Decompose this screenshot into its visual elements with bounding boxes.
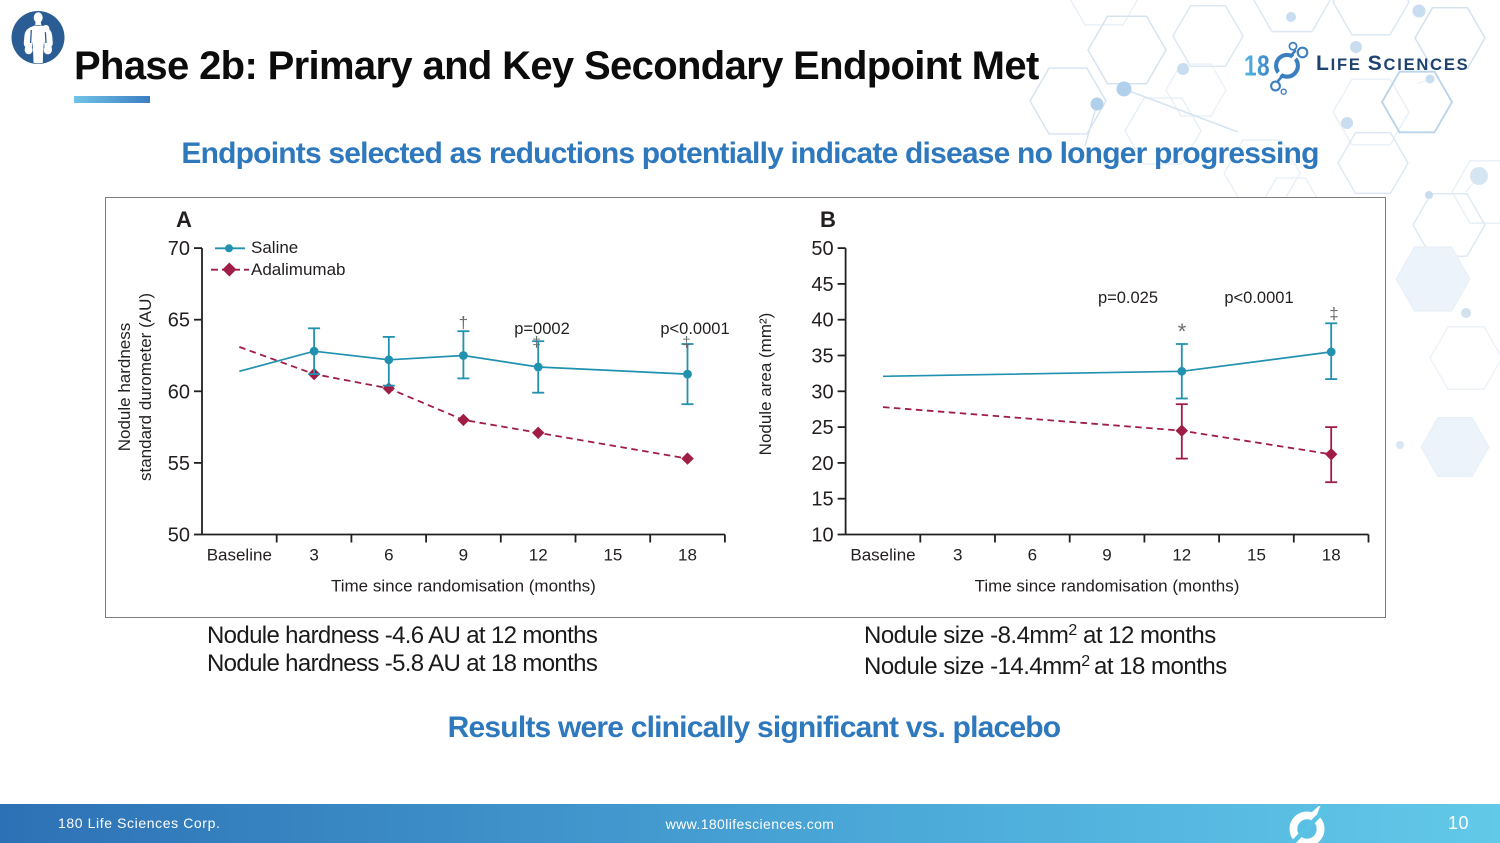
svg-text:Saline: Saline [251,238,298,257]
svg-text:Baseline: Baseline [850,546,915,565]
svg-text:3: 3 [309,546,318,565]
svg-text:15: 15 [811,489,833,511]
svg-text:9: 9 [1102,546,1111,565]
svg-text:A: A [176,207,192,232]
svg-text:12: 12 [529,546,548,565]
svg-text:18: 18 [1244,49,1270,82]
svg-text:25: 25 [811,417,833,439]
svg-text:30: 30 [811,381,833,403]
svg-text:65: 65 [168,310,190,332]
svg-text:9: 9 [459,546,468,565]
svg-text:50: 50 [168,525,190,547]
svg-text:6: 6 [384,546,393,565]
svg-text:p<0.0001: p<0.0001 [660,320,729,338]
svg-text:Nodule area (mm²): Nodule area (mm²) [756,313,775,456]
svg-text:‡: ‡ [682,334,690,351]
svg-text:p=0.025: p=0.025 [1098,289,1158,307]
svg-text:10: 10 [811,525,833,547]
svg-text:55: 55 [168,453,190,475]
svg-text:45: 45 [811,274,833,296]
svg-text:6: 6 [1028,546,1037,565]
svg-text:Nodule hardness: Nodule hardness [115,323,134,452]
svg-text:Time since randomisation (mont: Time since randomisation (months) [331,577,596,596]
svg-text:*: * [1178,319,1187,344]
svg-text:‡: ‡ [532,334,540,351]
svg-text:70: 70 [168,238,190,260]
svg-text:12: 12 [1172,546,1191,565]
svg-text:18: 18 [678,546,697,565]
svg-text:35: 35 [811,346,833,368]
svg-text:20: 20 [811,453,833,475]
svg-text:18: 18 [1322,546,1341,565]
svg-text:Time since randomisation (mont: Time since randomisation (months) [975,577,1240,596]
svg-text:p<0.0001: p<0.0001 [1224,289,1293,307]
svg-text:Adalimumab: Adalimumab [251,260,346,279]
svg-text:40: 40 [811,310,833,332]
svg-text:p=0002: p=0002 [514,320,570,338]
svg-text:Baseline: Baseline [207,546,272,565]
svg-text:3: 3 [953,546,962,565]
svg-text:50: 50 [811,238,833,260]
svg-text:‡: ‡ [1329,304,1338,323]
svg-text:60: 60 [168,381,190,403]
svg-text:†: † [459,313,468,332]
svg-text:standard durometer (AU): standard durometer (AU) [136,293,155,481]
svg-text:15: 15 [603,546,622,565]
svg-text:15: 15 [1247,546,1266,565]
svg-text:B: B [820,207,836,232]
